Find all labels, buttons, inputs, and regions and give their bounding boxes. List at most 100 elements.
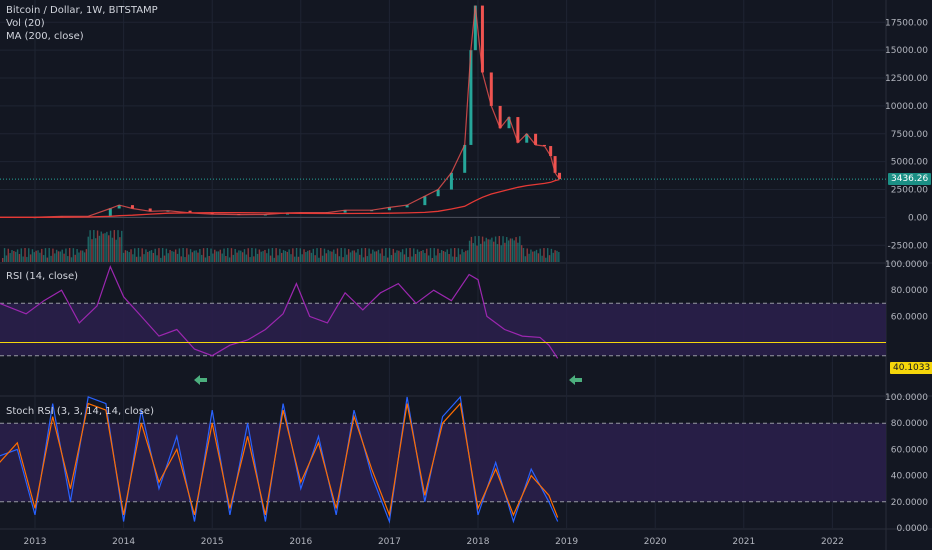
volume-bar: [307, 250, 309, 262]
volume-bar: [160, 257, 162, 262]
y-tick-label: -2500.00: [888, 241, 929, 251]
volume-bar: [26, 256, 28, 262]
volume-bar: [321, 255, 324, 262]
volume-bar: [461, 249, 463, 262]
volume-bar: [439, 253, 441, 262]
volume-bar: [44, 248, 47, 262]
volume-bar: [251, 248, 253, 262]
volume-bar: [522, 248, 525, 262]
volume-bar: [340, 248, 342, 262]
volume-bar: [169, 249, 171, 262]
stoch-d-line: [0, 402, 559, 518]
volume-bar: [448, 254, 450, 262]
volume-bar: [286, 251, 288, 262]
volume-bar: [320, 248, 322, 262]
main-legend[interactable]: Bitcoin / Dollar, 1W, BITSTAMP Vol (20) …: [6, 4, 158, 43]
volume-bar: [165, 248, 168, 262]
volume-bar: [67, 256, 69, 262]
volume-bar: [452, 256, 454, 262]
volume-bar: [353, 250, 355, 262]
last-price-label: 3436.26: [888, 173, 932, 185]
stoch-legend[interactable]: Stoch RSI (3, 3, 14, 14, close): [6, 405, 154, 418]
volume-bar: [427, 255, 430, 262]
volume-bar: [334, 253, 337, 262]
volume-bar: [331, 251, 333, 262]
volume-bar: [150, 250, 153, 262]
price-candle: [130, 205, 134, 209]
volume-bar: [467, 250, 469, 262]
ma-indicator-label[interactable]: MA (200, close): [6, 31, 84, 42]
volume-bar: [450, 248, 452, 262]
x-tick-label: 2022: [821, 537, 844, 547]
volume-bar: [336, 248, 339, 262]
volume-bar: [37, 250, 39, 262]
price-candle: [405, 205, 409, 208]
stoch-rsi-series: [0, 395, 559, 524]
volume-bar: [409, 248, 411, 262]
volume-bar: [154, 248, 156, 262]
volume-bar: [85, 249, 88, 262]
volume-bar: [5, 255, 8, 262]
volume-bar: [374, 251, 376, 262]
volume-bar: [68, 248, 71, 262]
volume-bar: [359, 254, 361, 262]
volume-bar: [414, 254, 417, 262]
volume-bar: [494, 236, 497, 262]
volume-bar: [199, 248, 201, 262]
volume-bar: [279, 248, 281, 262]
volume-bar: [184, 257, 186, 262]
volume-bar: [504, 242, 506, 262]
volume-bar: [310, 252, 313, 262]
volume-bar: [202, 248, 205, 262]
volume-bar: [134, 248, 136, 262]
volume-bar: [135, 256, 138, 262]
volume-bar: [28, 248, 30, 262]
volume-bar: [35, 250, 37, 262]
volume-bar: [511, 238, 514, 262]
volume-bar: [163, 255, 166, 262]
volume-bar: [463, 252, 465, 262]
volume-bar: [9, 253, 11, 262]
price-candle: [534, 133, 538, 145]
volume-bar: [513, 240, 515, 262]
volume-bar: [212, 253, 214, 262]
volume-bar: [426, 248, 428, 262]
volume-bar: [420, 251, 422, 262]
volume-bar: [152, 252, 155, 262]
volume-bar: [478, 236, 480, 262]
volume-bar: [496, 244, 499, 262]
y-tick-label: 100.0000: [885, 260, 928, 270]
stoch-indicator-label[interactable]: Stoch RSI (3, 3, 14, 14, close): [6, 406, 154, 417]
volume-bar: [398, 250, 400, 262]
volume-bar: [59, 251, 62, 262]
volume-bar: [7, 248, 9, 262]
volume-bar: [266, 253, 268, 262]
price-candle: [449, 172, 453, 190]
price-candle: [516, 117, 520, 143]
rsi-legend[interactable]: RSI (14, close): [6, 270, 78, 283]
volume-bar: [217, 251, 220, 262]
rsi-indicator-label[interactable]: RSI (14, close): [6, 271, 79, 282]
volume-bar: [524, 256, 527, 262]
volume-bar: [18, 254, 21, 262]
volume-bar: [193, 250, 195, 262]
volume-bar: [474, 236, 476, 262]
volume-bar: [491, 237, 493, 262]
support-arrow-icon: [194, 375, 207, 385]
volume-bar: [182, 248, 184, 262]
volume-bar: [558, 252, 560, 262]
volume-bar: [457, 248, 460, 262]
volume-bar: [171, 251, 173, 262]
volume-bar: [517, 242, 519, 262]
volume-bar: [388, 248, 391, 262]
x-tick-label: 2017: [378, 537, 401, 547]
volume-bar: [215, 251, 218, 262]
volume-bar: [418, 251, 421, 262]
volume-bar: [241, 252, 244, 262]
volume-bar: [481, 236, 484, 262]
volume-indicator-label[interactable]: Vol (20): [6, 18, 45, 29]
volume-bar: [232, 254, 235, 262]
volume-bar: [54, 253, 56, 262]
volume-bar: [407, 256, 409, 262]
